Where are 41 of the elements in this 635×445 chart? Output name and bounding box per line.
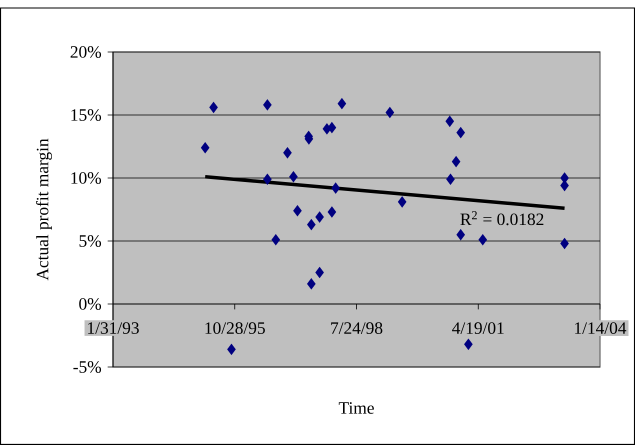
- point: [263, 99, 272, 111]
- point: [209, 102, 218, 114]
- point: [227, 344, 236, 355]
- point: [446, 174, 455, 185]
- y-axis-title: Actual profit margin: [36, 138, 52, 280]
- x-tick-label: 10/28/95: [205, 322, 265, 334]
- x-axis-title: Time: [338, 402, 374, 414]
- point: [307, 278, 316, 290]
- y-tick-label: 20%: [70, 46, 102, 58]
- point: [452, 156, 460, 168]
- point: [328, 122, 336, 134]
- point: [464, 338, 473, 350]
- point: [328, 206, 336, 218]
- point: [289, 171, 298, 182]
- point: [445, 116, 454, 127]
- point: [293, 205, 302, 216]
- y-tick-label: 5%: [80, 235, 102, 247]
- point: [478, 234, 488, 246]
- point: [456, 127, 465, 138]
- point: [560, 238, 569, 250]
- point: [272, 234, 280, 246]
- point: [386, 106, 394, 118]
- point: [331, 182, 340, 194]
- x-tick-label: 1/14/04: [575, 322, 626, 334]
- point: [338, 98, 346, 110]
- y-tick-label: 0%: [79, 298, 102, 310]
- point: [456, 229, 465, 240]
- x-tick-label: 1/31/93: [88, 322, 139, 334]
- point: [283, 147, 292, 158]
- x-tick-label: 7/24/98: [331, 322, 382, 334]
- annotation: R$^{2}$ = 0.0182: [460, 211, 544, 226]
- point: [398, 196, 406, 208]
- y-tick-label: -5%: [73, 361, 102, 373]
- point: [307, 219, 316, 230]
- point: [315, 266, 324, 278]
- y-tick-label: 10%: [71, 172, 102, 184]
- point: [200, 142, 210, 154]
- y-tick-label: 15%: [71, 109, 102, 121]
- point: [263, 174, 272, 185]
- x-tick-label: 4/19/01: [452, 322, 504, 334]
- point: [315, 211, 324, 223]
